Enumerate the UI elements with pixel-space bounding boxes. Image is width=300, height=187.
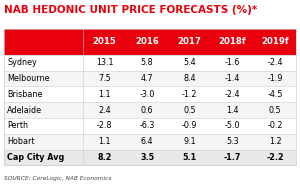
Text: -2.4: -2.4 — [225, 90, 240, 99]
Text: -1.2: -1.2 — [182, 90, 197, 99]
Text: 2016: 2016 — [135, 37, 159, 46]
Text: Brisbane: Brisbane — [7, 90, 43, 99]
Text: 5.1: 5.1 — [183, 153, 197, 162]
Text: 0.6: 0.6 — [141, 106, 153, 115]
Text: 6.4: 6.4 — [141, 137, 153, 146]
Text: -6.3: -6.3 — [140, 122, 155, 131]
Text: 5.8: 5.8 — [141, 58, 153, 67]
Text: SOURCE: CoreLogic, NAB Economics: SOURCE: CoreLogic, NAB Economics — [4, 176, 111, 181]
Bar — [4, 86, 296, 102]
Text: 8.2: 8.2 — [97, 153, 112, 162]
Text: -2.4: -2.4 — [267, 58, 283, 67]
Text: -3.0: -3.0 — [140, 90, 155, 99]
Text: Adelaide: Adelaide — [7, 106, 42, 115]
Text: -2.2: -2.2 — [266, 153, 284, 162]
Bar — [4, 29, 296, 55]
Text: 5.4: 5.4 — [183, 58, 196, 67]
Text: 1.1: 1.1 — [98, 90, 111, 99]
Text: Perth: Perth — [7, 122, 28, 131]
Text: Cap City Avg: Cap City Avg — [7, 153, 64, 162]
Text: 0.5: 0.5 — [183, 106, 196, 115]
Text: -4.5: -4.5 — [267, 90, 283, 99]
Text: 2015: 2015 — [93, 37, 116, 46]
Text: Melbourne: Melbourne — [7, 74, 50, 83]
Text: 1.1: 1.1 — [98, 137, 111, 146]
Text: -0.9: -0.9 — [182, 122, 197, 131]
Text: -0.2: -0.2 — [267, 122, 283, 131]
Text: 1.2: 1.2 — [269, 137, 281, 146]
Text: -1.4: -1.4 — [225, 74, 240, 83]
Text: 2018f: 2018f — [219, 37, 246, 46]
Text: 0.5: 0.5 — [269, 106, 281, 115]
Bar — [4, 134, 296, 150]
Text: -2.8: -2.8 — [97, 122, 112, 131]
Bar — [4, 55, 296, 71]
Text: 8.4: 8.4 — [184, 74, 196, 83]
Text: 9.1: 9.1 — [183, 137, 196, 146]
Text: 3.5: 3.5 — [140, 153, 154, 162]
Text: 13.1: 13.1 — [96, 58, 113, 67]
Bar — [4, 102, 296, 118]
Text: 2.4: 2.4 — [98, 106, 111, 115]
Bar — [4, 118, 296, 134]
Text: 5.3: 5.3 — [226, 137, 239, 146]
Text: -1.6: -1.6 — [225, 58, 240, 67]
Text: 1.4: 1.4 — [226, 106, 239, 115]
Text: -1.9: -1.9 — [267, 74, 283, 83]
Text: 2017: 2017 — [178, 37, 202, 46]
Bar — [4, 71, 296, 86]
Text: -1.7: -1.7 — [224, 153, 241, 162]
Text: Sydney: Sydney — [7, 58, 37, 67]
Text: 4.7: 4.7 — [141, 74, 153, 83]
Text: 2019f: 2019f — [261, 37, 289, 46]
Text: 7.5: 7.5 — [98, 74, 111, 83]
Text: Hobart: Hobart — [7, 137, 35, 146]
Bar — [4, 150, 296, 165]
Text: -5.0: -5.0 — [225, 122, 240, 131]
Text: NAB HEDONIC UNIT PRICE FORECASTS (%)*: NAB HEDONIC UNIT PRICE FORECASTS (%)* — [4, 5, 257, 15]
